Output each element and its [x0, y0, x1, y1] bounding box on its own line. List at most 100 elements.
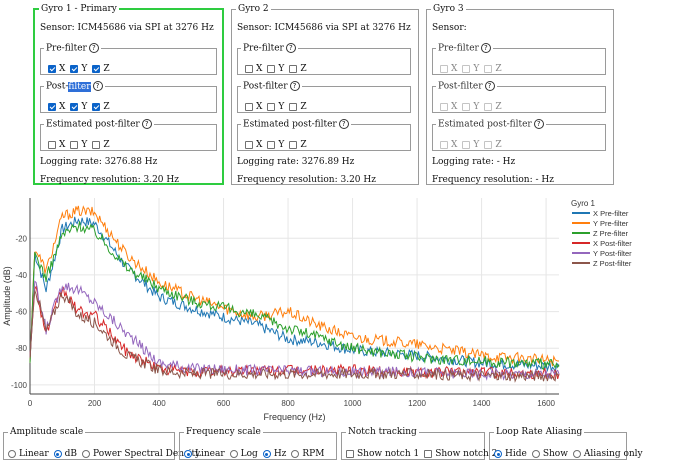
axis-checkbox-y[interactable] [462, 140, 471, 149]
legend-item[interactable]: Y Pre-filter [593, 219, 629, 228]
filter-group-label: Estimated post-filter [46, 119, 140, 130]
frequency-resolution: Frequency resolution: 3.20 Hz [40, 175, 179, 185]
checkbox-show-notch-1[interactable] [346, 450, 354, 458]
filter-group-3: Estimated post-filter? X Y Z [40, 119, 217, 151]
control-row: Linear Log Hz RPM [183, 449, 327, 459]
y-tick-label: -80 [15, 344, 27, 353]
radio-hide[interactable] [494, 450, 502, 458]
filter-group-3: Estimated post-filter? X Y Z [237, 119, 411, 151]
axis-checkbox-z[interactable] [289, 64, 298, 73]
axis-checkbox-z[interactable] [484, 140, 493, 149]
series-line-y-pre-filter [29, 205, 559, 367]
axis-checkbox-x[interactable] [440, 140, 448, 149]
radio-power-spectral-density[interactable] [82, 450, 91, 458]
filter-group-label: Pre-filter [46, 43, 87, 54]
axis-checkbox-y[interactable] [267, 64, 276, 73]
filter-group-title: Estimated post-filter? [44, 119, 154, 130]
axis-checkbox-y[interactable] [70, 140, 79, 149]
radio-label: dB [64, 449, 78, 459]
radio-label: Aliasing only [583, 449, 643, 459]
radio-log[interactable] [229, 450, 238, 458]
control-group-title: Frequency scale [186, 427, 261, 437]
x-tick-label: 1200 [408, 399, 426, 408]
radio-linear[interactable] [8, 450, 16, 458]
checkbox-show-notch-2[interactable] [424, 450, 433, 458]
help-icon[interactable]: ? [285, 43, 296, 53]
axis-checkbox-x[interactable] [48, 64, 56, 73]
filter-group-2: Post-filter? X Y Z [40, 81, 217, 113]
axis-checkbox-x[interactable] [440, 64, 448, 73]
y-axis-label: Amplitude (dB) [2, 266, 12, 326]
help-icon[interactable]: ? [141, 119, 152, 129]
axis-checkbox-y[interactable] [462, 64, 471, 73]
series-line-y-post-filter [29, 280, 560, 381]
axis-checkbox-x[interactable] [48, 102, 56, 111]
axis-checkbox-x[interactable] [48, 140, 56, 149]
axis-label: X [256, 101, 263, 112]
radio-label: RPM [302, 449, 325, 459]
sensor-info: Sensor: ICM45686 via SPI at 3276 Hz [40, 23, 214, 33]
axis-checkbox-z[interactable] [289, 102, 298, 111]
radio-label: Power Spectral Density [93, 449, 201, 459]
radio-label: Linear [195, 449, 225, 459]
help-icon[interactable]: ? [533, 119, 544, 129]
help-icon[interactable]: ? [480, 43, 491, 53]
radio-show[interactable] [531, 450, 540, 458]
legend-item[interactable]: X Post-filter [593, 239, 632, 248]
axis-checkbox-y[interactable] [70, 64, 79, 73]
radio-linear[interactable] [184, 450, 192, 458]
axis-checkbox-x[interactable] [440, 102, 448, 111]
radio-label: Log [240, 449, 258, 459]
frequency-resolution: Frequency resolution: 3.20 Hz [237, 175, 376, 185]
axis-checkbox-z[interactable] [92, 102, 101, 111]
legend-item[interactable]: Z Pre-filter [593, 229, 629, 238]
help-icon[interactable]: ? [88, 43, 99, 53]
help-icon[interactable]: ? [289, 81, 300, 91]
axis-checkbox-y[interactable] [267, 140, 276, 149]
axis-checkbox-z[interactable] [92, 140, 101, 149]
legend-item[interactable]: X Pre-filter [593, 209, 629, 218]
axis-label: X [451, 139, 458, 150]
help-icon[interactable]: ? [92, 81, 103, 91]
filter-group-title: Pre-filter? [436, 43, 493, 54]
radio-hz[interactable] [262, 450, 271, 458]
axis-checkbox-z[interactable] [484, 102, 493, 111]
legend-item[interactable]: Y Post-filter [593, 249, 632, 258]
control-group-1: Amplitude scale Linear dB Power Spectral De… [3, 427, 200, 460]
gyro-panel-1: Gyro 1 - Primary Sensor: ICM45686 via SPI… [33, 4, 224, 185]
radio-rpm[interactable] [291, 450, 300, 458]
legend-item[interactable]: Z Post-filter [593, 259, 632, 268]
filter-group-title: Pre-filter? [44, 43, 101, 54]
help-icon[interactable]: ? [338, 119, 349, 129]
radio-label: Hide [505, 449, 527, 459]
axis-checkbox-x[interactable] [245, 64, 253, 73]
axis-label: X [59, 101, 66, 112]
axis-label: Z [495, 139, 502, 150]
axis-label: X [59, 63, 66, 74]
radio-aliasing-only[interactable] [572, 450, 581, 458]
radio-db[interactable] [53, 450, 62, 458]
axis-checkbox-z[interactable] [289, 140, 298, 149]
axis-checkbox-y[interactable] [267, 102, 276, 111]
sensor-info: Sensor: ICM45686 via SPI at 3276 Hz [237, 23, 411, 33]
control-group-4: Loop Rate Aliasing Hide Show Aliasing only [489, 427, 643, 460]
x-axis-label: Frequency (Hz) [263, 412, 325, 422]
frequency-resolution: Frequency resolution: - Hz [432, 175, 554, 185]
help-icon[interactable]: ? [484, 81, 495, 91]
axis-row: X Y Z [244, 102, 310, 112]
filter-group-label: Pre-filter [243, 43, 284, 54]
axis-checkbox-y[interactable] [70, 102, 79, 111]
axis-label: Z [300, 63, 307, 74]
axis-checkbox-y[interactable] [462, 102, 471, 111]
control-group-3: Notch tracking Show notch 1 Show notch 2 [341, 427, 497, 460]
axis-checkbox-x[interactable] [245, 140, 253, 149]
spectrum-chart[interactable]: 0 200 400 600 800 1000 1200 1400 1600 -20 -40 -60 -8… [0, 188, 690, 426]
axis-checkbox-x[interactable] [245, 102, 253, 111]
axis-row: X Y Z [47, 140, 113, 150]
filter-group-title: Post-filter? [241, 81, 302, 92]
radio-label: Linear [19, 449, 49, 459]
axis-label: Y [81, 101, 88, 112]
legend-title: Gyro 1 [571, 199, 596, 208]
axis-checkbox-z[interactable] [92, 64, 101, 73]
axis-checkbox-z[interactable] [484, 64, 493, 73]
